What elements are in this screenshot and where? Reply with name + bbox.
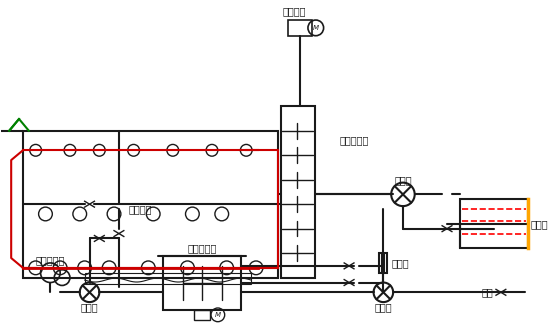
Bar xyxy=(280,106,315,278)
Text: M: M xyxy=(215,312,221,318)
Bar xyxy=(460,199,529,248)
Bar xyxy=(85,273,251,285)
Text: 气气控拂: 气气控拂 xyxy=(129,204,152,214)
Text: 供水: 供水 xyxy=(481,287,493,297)
Text: 空气压缩机: 空气压缩机 xyxy=(36,255,65,265)
Bar xyxy=(288,20,312,36)
Text: 原污泥: 原污泥 xyxy=(530,219,548,229)
Text: 流量计: 流量计 xyxy=(391,258,409,268)
Text: 污泥泵: 污泥泵 xyxy=(394,175,412,185)
Bar xyxy=(384,253,387,273)
Bar xyxy=(163,256,241,310)
Text: 计量泵: 计量泵 xyxy=(375,302,392,312)
Bar xyxy=(194,310,210,320)
Bar xyxy=(379,253,382,273)
Text: M: M xyxy=(313,25,319,31)
Text: 药液混合器: 药液混合器 xyxy=(188,243,217,253)
Text: 搞拌电机: 搞拌电机 xyxy=(283,6,306,16)
Text: 凝絔搞拌器: 凝絔搞拌器 xyxy=(339,136,369,145)
Text: 冲洗泵: 冲洗泵 xyxy=(81,302,98,312)
Bar xyxy=(23,131,278,278)
